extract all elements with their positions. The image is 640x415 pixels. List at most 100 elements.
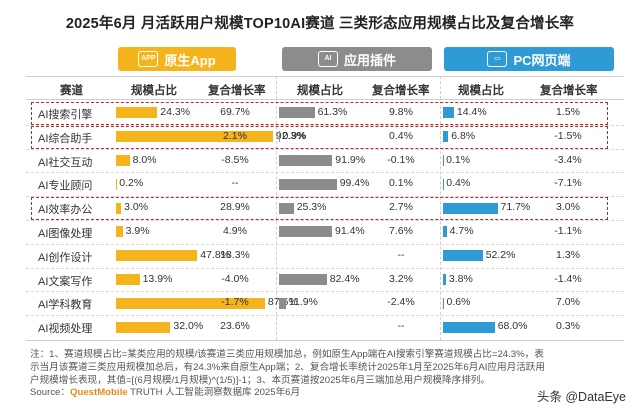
plugin-share-value: 0.9% [282,129,307,142]
row-divider [26,315,624,317]
app-growth-value: 18.3% [220,248,250,261]
app-share-bar [116,155,130,166]
plugin-share-bar [279,131,280,143]
row-highlight-box [31,125,608,149]
plugin-share-bar [279,226,332,238]
plugin-growth-value: 3.2% [389,272,413,285]
chart-title: 2025年6月 月活跃用户规模TOP10AI赛道 三类形态应用规模占比及复合增长… [65,16,575,32]
app-share-value: 24.3% [160,105,191,118]
pc-growth-value: 1.5% [556,105,580,118]
plugin-share-bar [279,202,294,214]
pc-growth-value: -1.1% [554,224,582,237]
footnote-line-1: 注：1、赛道规模占比=某类应用的规模/该赛道三类应用规模加总，例如原生App端在… [30,349,544,360]
pc-growth-value: -7.1% [554,177,582,190]
plugin-share-value: 11.9% [288,296,318,309]
app-growth-value: -1.7% [221,296,249,309]
row-label-track: AI学科教育 [38,299,93,312]
table-top-rule [26,76,624,77]
row-highlight-box [31,102,608,125]
plugin-growth-value: 0.1% [389,177,413,190]
row-divider [26,124,624,126]
app-share-value: 0.2% [119,177,144,190]
plugin-growth-value: -2.4% [387,296,415,309]
app-share-value: 47.8% [200,248,231,261]
row-divider [26,196,624,198]
app-growth-value: 4.9% [223,224,247,237]
pc-growth-value: 7.0% [556,296,580,309]
header-plugin-growth: 复合增长率 [372,85,430,97]
plugin-share-value: 25.3% [296,201,327,214]
plugin-growth-value: -0.1% [387,153,415,166]
pc-share-bar [443,131,449,143]
row-divider [26,220,624,221]
app-share-value: 13.9% [142,272,173,285]
table-bottom-rule [26,340,624,341]
app-growth-value: 69.7% [220,105,250,118]
row-label-track: AI综合助手 [38,132,93,145]
app-share-bar [116,274,140,285]
row-divider [26,148,624,150]
pc-growth-value: 1.3% [556,248,580,261]
row-label-track: AI专业顾问 [38,180,93,193]
group-icon: APP [138,51,159,67]
row-divider [26,291,624,293]
pc-share-value: 68.0% [497,320,528,333]
plugin-growth-value: 7.6% [389,224,413,237]
app-share-bar [116,250,198,262]
row-label-track: AI搜索引擎 [38,108,93,121]
row-label-track: AI效率办公 [38,204,93,217]
app-growth-value: -- [231,177,239,190]
pc-growth-value: -1.5% [554,129,582,142]
row-label-track: AI创作设计 [38,251,93,264]
pc-share-value: 6.8% [451,129,476,142]
app-growth-value: 28.9% [220,201,250,214]
row-divider [26,172,624,174]
row-divider [26,267,624,269]
plugin-share-bar [279,107,315,119]
plugin-share-value: 99.4% [339,177,370,190]
row-label-track: AI社交互动 [38,156,93,169]
plugin-share-value: 61.3% [317,105,348,118]
header-app-share: 规模占比 [131,85,177,97]
plugin-growth-value: 2.7% [389,201,413,214]
app-share-value: 32.0% [173,320,204,333]
plugin-growth-value: -- [397,248,405,261]
pc-share-value: 14.4% [456,105,487,118]
row-label-track: AI图像处理 [38,227,93,240]
plugin-share-bar [279,155,333,166]
app-growth-value: 2.1% [223,129,247,142]
column-divider-1 [276,76,277,340]
app-share-bar [116,321,171,333]
group-header-3: ▭ PC网页端 [444,47,614,71]
app-share-value: 3.9% [125,224,150,237]
header-app-growth: 复合增长率 [208,85,266,97]
pc-share-bar [443,107,454,119]
app-share-value: 8.0% [132,153,157,166]
pc-share-value: 0.1% [446,153,471,166]
group-icon: ▭ [487,51,508,67]
app-share-bar [116,297,265,309]
plugin-share-value: 91.9% [335,153,366,166]
app-growth-value: -4.0% [221,272,249,285]
pc-share-bar [443,297,444,309]
row-divider [26,243,624,245]
header-plugin-share: 规模占比 [297,85,343,97]
source-brand: QuestMobile [70,387,128,399]
app-growth-value: -8.5% [221,153,249,166]
plugin-share-value: 91.4% [335,224,365,237]
plugin-share-value: 82.4% [329,272,360,285]
pc-share-value: 0.4% [446,177,471,190]
pc-share-bar [443,321,495,333]
row-label-track: AI视频处理 [38,323,93,336]
plugin-growth-value: 9.8% [389,105,413,118]
pc-share-bar [443,226,447,238]
group-icon: AI [317,51,338,67]
header-pc-growth: 复合增长率 [540,85,598,97]
pc-share-bar [443,274,446,285]
plugin-share-bar [279,297,286,309]
pc-share-value: 0.6% [446,296,471,309]
group-label: 应用插件 [343,52,396,68]
header-track: 赛道 [60,85,83,97]
source-line: Source：QuestMobile TRUTH 人工智能洞察数据库 2025年… [30,387,615,400]
pc-share-value: 3.8% [448,272,473,285]
